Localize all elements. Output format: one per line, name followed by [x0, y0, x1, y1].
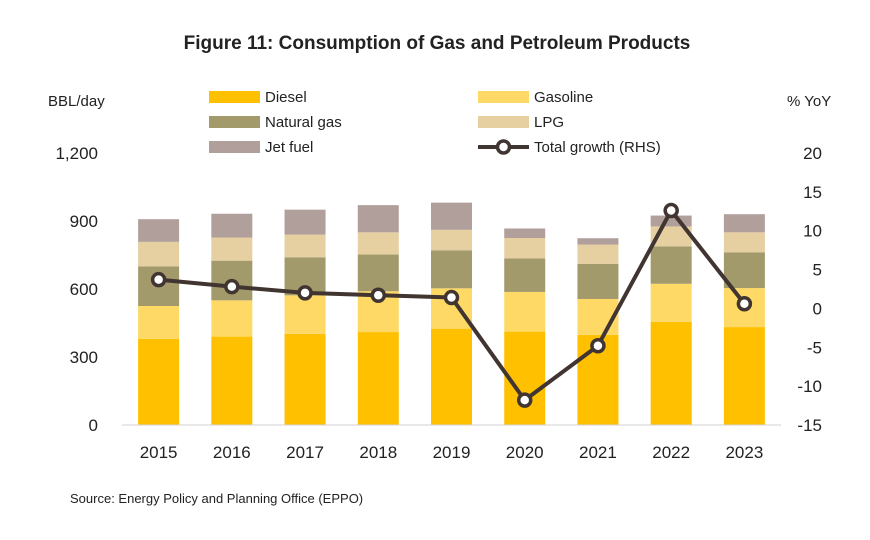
bar-natural-gas — [577, 263, 619, 299]
bar-lpg — [284, 234, 326, 258]
right-axis-ticks: -15 -10 -5 0 5 10 15 20 — [797, 144, 822, 435]
bar-jet-fuel — [504, 228, 546, 238]
bar-natural-gas — [650, 246, 692, 284]
legend-swatch — [478, 116, 529, 128]
right-tick-label: -5 — [807, 338, 822, 357]
left-tick-label: 1,200 — [55, 144, 98, 163]
bar-jet-fuel — [138, 219, 180, 242]
bar-gasoline — [211, 300, 253, 337]
right-tick-label: -15 — [797, 416, 822, 435]
x-tick-label: 2020 — [506, 443, 544, 462]
bar-jet-fuel — [284, 209, 326, 235]
bar-diesel — [284, 333, 326, 425]
legend-swatch — [209, 116, 260, 128]
right-tick-label: 20 — [803, 144, 822, 163]
bar-lpg — [431, 229, 472, 251]
right-tick-label: 15 — [803, 183, 822, 202]
bar-natural-gas — [723, 252, 765, 289]
bar-gasoline — [138, 306, 180, 339]
right-tick-label: 10 — [803, 222, 822, 241]
right-tick-label: 5 — [813, 261, 822, 280]
bars — [138, 202, 765, 425]
bar-jet-fuel — [211, 213, 253, 238]
legend-label: LPG — [534, 114, 564, 131]
right-axis-unit: % YoY — [787, 93, 831, 110]
legend-label: Diesel — [265, 89, 307, 106]
x-axis-ticks: 2015 2016 2017 2018 2019 2020 2021 2022 2023 — [140, 443, 764, 462]
left-tick-label: 600 — [70, 280, 98, 299]
total-growth-line — [150, 202, 753, 408]
bar-natural-gas — [357, 254, 399, 292]
right-tick-label: -10 — [797, 377, 822, 396]
bar-lpg — [211, 237, 253, 261]
bar-lpg — [504, 238, 546, 259]
legend-label: Jet fuel — [265, 139, 313, 156]
bar-lpg — [723, 232, 765, 253]
legend-swatch — [209, 91, 260, 103]
left-axis-ticks: 0 300 600 900 1,200 — [55, 144, 98, 435]
left-axis-unit: BBL/day — [48, 93, 105, 110]
bar-jet-fuel — [723, 214, 765, 233]
x-tick-label: 2023 — [725, 443, 763, 462]
bar-diesel — [211, 336, 253, 425]
right-tick-label: 0 — [813, 299, 822, 318]
total-growth-point — [224, 278, 240, 295]
left-tick-label: 300 — [70, 348, 98, 367]
total-growth-point — [443, 289, 460, 306]
legend-line-marker — [495, 139, 512, 155]
total-growth-point — [150, 271, 167, 288]
bar-diesel — [431, 328, 472, 425]
legend-swatch — [478, 91, 529, 103]
legend-label: Gasoline — [534, 89, 593, 106]
bar-jet-fuel — [577, 238, 619, 245]
x-tick-label: 2017 — [286, 443, 324, 462]
source-note: Source: Energy Policy and Planning Offic… — [70, 491, 363, 506]
left-tick-label: 900 — [70, 212, 98, 231]
x-tick-label: 2018 — [359, 443, 397, 462]
chart-title: Figure 11: Consumption of Gas and Petrol… — [184, 33, 691, 54]
x-tick-label: 2019 — [433, 443, 471, 462]
bar-lpg — [357, 232, 399, 255]
total-growth-point — [663, 202, 679, 219]
bar-gasoline — [284, 295, 326, 334]
bar-jet-fuel — [431, 202, 472, 230]
bar-lpg — [138, 241, 180, 267]
legend-swatch — [209, 141, 260, 153]
total-growth-point — [370, 287, 387, 303]
legend-label: Natural gas — [265, 114, 342, 131]
legend-label: Total growth (RHS) — [534, 139, 661, 156]
legend: Diesel Natural gas Jet fuel Gasoline LPG Tota… — [209, 89, 661, 156]
left-tick-label: 0 — [89, 416, 98, 435]
bar-diesel — [650, 321, 692, 425]
bar-gasoline — [650, 283, 692, 322]
x-tick-label: 2015 — [140, 443, 178, 462]
bar-jet-fuel — [650, 215, 692, 227]
bar-lpg — [577, 244, 619, 264]
bar-diesel — [357, 332, 399, 425]
total-growth-point — [736, 296, 753, 312]
bar-diesel — [138, 338, 180, 425]
bar-jet-fuel — [357, 205, 399, 233]
x-tick-label: 2022 — [652, 443, 690, 462]
total-growth-point — [516, 392, 533, 408]
bar-natural-gas — [504, 258, 546, 292]
bar-gasoline — [504, 291, 546, 332]
bar-natural-gas — [431, 250, 472, 289]
x-tick-label: 2021 — [579, 443, 617, 462]
bar-diesel — [723, 327, 765, 425]
total-growth-point — [590, 337, 606, 354]
total-growth-point — [297, 285, 313, 301]
x-tick-label: 2016 — [213, 443, 251, 462]
